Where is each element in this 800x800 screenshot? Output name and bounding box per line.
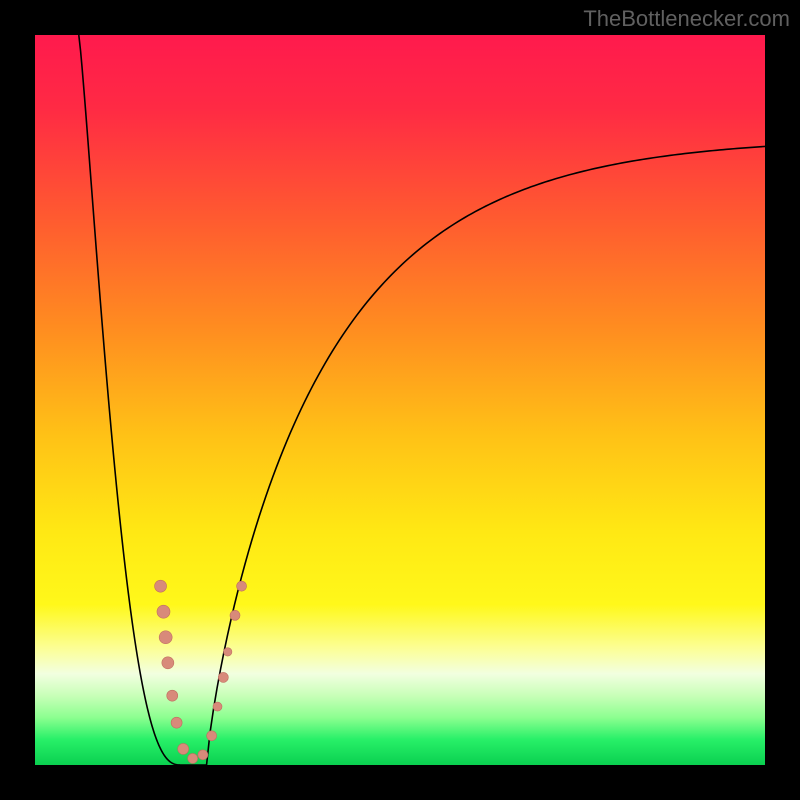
curve-marker [162, 657, 174, 669]
curve-marker [230, 610, 240, 620]
chart-svg [0, 0, 800, 800]
curve-marker [237, 581, 247, 591]
curve-marker [157, 605, 170, 618]
curve-marker [218, 672, 228, 682]
gradient-background [35, 35, 765, 765]
curve-marker [155, 580, 167, 592]
curve-marker [224, 648, 232, 656]
chart-stage: TheBottlenecker.com [0, 0, 800, 800]
curve-marker [207, 731, 217, 741]
curve-marker [188, 753, 198, 763]
curve-marker [198, 750, 208, 760]
plot-area [35, 35, 765, 765]
curve-marker [178, 743, 189, 754]
curve-marker [167, 690, 178, 701]
curve-marker [171, 717, 182, 728]
watermark-text: TheBottlenecker.com [583, 6, 790, 32]
curve-marker [213, 702, 222, 711]
curve-marker [159, 631, 172, 644]
